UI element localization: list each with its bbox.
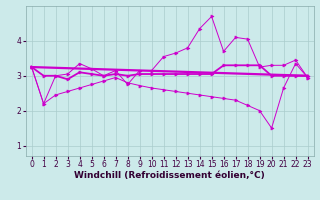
- X-axis label: Windchill (Refroidissement éolien,°C): Windchill (Refroidissement éolien,°C): [74, 171, 265, 180]
